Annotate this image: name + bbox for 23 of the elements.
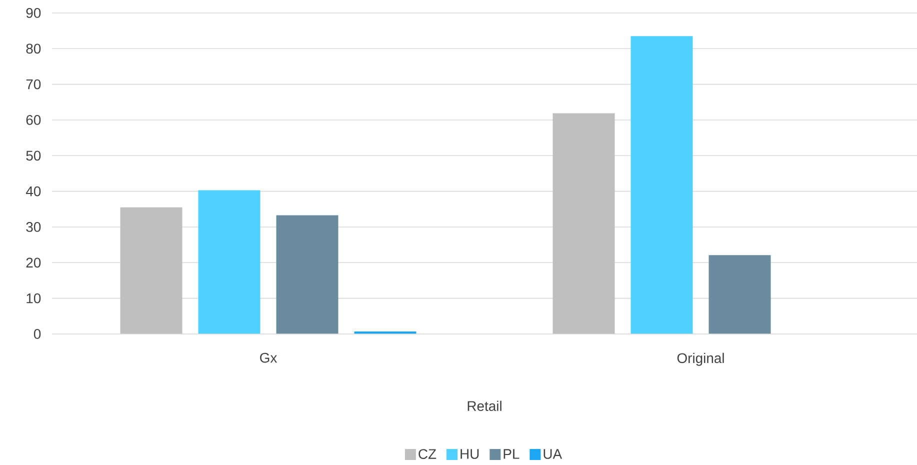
legend-label: CZ: [418, 449, 436, 459]
y-tick-label: 50: [26, 150, 41, 161]
bar: [276, 215, 338, 334]
y-tick-label: 80: [26, 44, 41, 54]
bar: [708, 255, 771, 334]
legend-label: HU: [460, 449, 479, 459]
bar: [630, 36, 693, 334]
x-tick-label: Gx: [260, 352, 278, 363]
x-axis-title: Retail: [468, 400, 502, 412]
y-tick-label: 0: [34, 329, 41, 339]
y-tick-label: 10: [26, 293, 41, 304]
legend-label: UA: [544, 449, 562, 459]
y-tick-label: 60: [26, 115, 41, 125]
y-tick-label: 70: [26, 79, 41, 90]
y-tick-label: 90: [26, 8, 41, 18]
x-tick-label: Original: [677, 352, 724, 366]
bar: [120, 207, 182, 334]
legend-label: PL: [504, 449, 520, 459]
y-tick-label: 40: [26, 186, 41, 196]
y-tick-label: 20: [26, 258, 41, 268]
bar: [552, 113, 615, 334]
y-tick-label: 30: [26, 222, 41, 232]
bar: [198, 190, 260, 334]
